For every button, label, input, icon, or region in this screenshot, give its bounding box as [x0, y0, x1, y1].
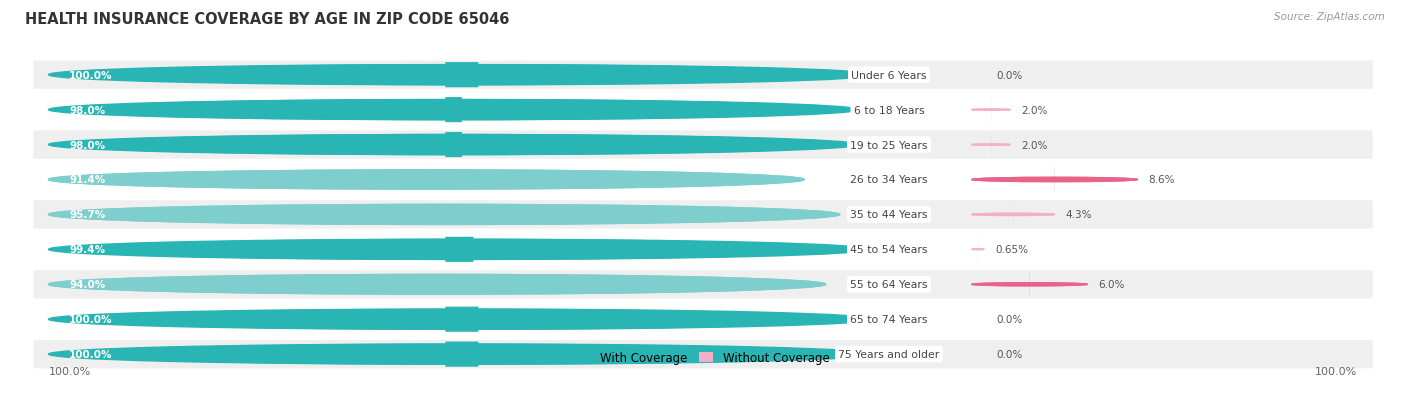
Circle shape — [76, 240, 870, 260]
Legend: With Coverage, Without Coverage: With Coverage, Without Coverage — [572, 347, 834, 369]
Circle shape — [49, 344, 842, 364]
Text: 6.0%: 6.0% — [1098, 280, 1125, 290]
Circle shape — [972, 110, 1011, 111]
FancyBboxPatch shape — [34, 96, 1372, 124]
Text: 98.0%: 98.0% — [69, 140, 105, 150]
Text: 100.0%: 100.0% — [69, 314, 112, 325]
Circle shape — [49, 100, 842, 120]
Text: Under 6 Years: Under 6 Years — [851, 71, 927, 81]
Circle shape — [49, 240, 842, 260]
Circle shape — [82, 66, 876, 85]
Circle shape — [972, 283, 1087, 286]
Text: 0.65%: 0.65% — [995, 245, 1028, 255]
Circle shape — [48, 275, 825, 294]
FancyBboxPatch shape — [446, 63, 478, 88]
Circle shape — [972, 178, 1137, 182]
Text: 6 to 18 Years: 6 to 18 Years — [853, 105, 924, 115]
Circle shape — [48, 205, 839, 225]
FancyBboxPatch shape — [34, 166, 1372, 194]
Text: 95.7%: 95.7% — [69, 210, 105, 220]
Circle shape — [49, 171, 804, 190]
Circle shape — [48, 275, 825, 294]
Text: 98.0%: 98.0% — [69, 105, 105, 115]
Text: 8.6%: 8.6% — [1149, 175, 1175, 185]
Text: 2.0%: 2.0% — [1021, 140, 1047, 150]
Circle shape — [972, 214, 1054, 216]
FancyBboxPatch shape — [446, 133, 463, 158]
Circle shape — [972, 283, 1087, 286]
Text: 100.0%: 100.0% — [69, 349, 112, 359]
Circle shape — [972, 145, 1011, 146]
Text: 45 to 54 Years: 45 to 54 Years — [851, 245, 928, 255]
Text: 94.0%: 94.0% — [69, 280, 105, 290]
Text: 2.0%: 2.0% — [1021, 105, 1047, 115]
Circle shape — [65, 135, 859, 155]
Text: 99.4%: 99.4% — [69, 245, 105, 255]
FancyBboxPatch shape — [34, 305, 1372, 334]
Circle shape — [48, 205, 839, 225]
FancyBboxPatch shape — [446, 237, 474, 262]
FancyBboxPatch shape — [446, 307, 478, 332]
Circle shape — [972, 145, 1011, 146]
Text: HEALTH INSURANCE COVERAGE BY AGE IN ZIP CODE 65046: HEALTH INSURANCE COVERAGE BY AGE IN ZIP … — [25, 12, 510, 27]
Text: 26 to 34 Years: 26 to 34 Years — [851, 175, 928, 185]
Circle shape — [972, 110, 1011, 111]
Circle shape — [65, 100, 859, 120]
FancyBboxPatch shape — [34, 271, 1372, 299]
Text: 0.0%: 0.0% — [997, 314, 1022, 325]
Text: 35 to 44 Years: 35 to 44 Years — [851, 210, 928, 220]
Text: 91.4%: 91.4% — [69, 175, 105, 185]
Circle shape — [972, 178, 1137, 182]
Text: 100.0%: 100.0% — [69, 71, 112, 81]
Text: 100.0%: 100.0% — [1315, 366, 1358, 376]
Circle shape — [82, 344, 876, 364]
Text: 19 to 25 Years: 19 to 25 Years — [851, 140, 928, 150]
Circle shape — [49, 309, 842, 330]
Text: 75 Years and older: 75 Years and older — [838, 349, 939, 359]
Text: 65 to 74 Years: 65 to 74 Years — [851, 314, 928, 325]
Circle shape — [972, 214, 1054, 216]
Text: 100.0%: 100.0% — [48, 366, 91, 376]
FancyBboxPatch shape — [34, 235, 1372, 264]
Text: 0.0%: 0.0% — [997, 71, 1022, 81]
FancyBboxPatch shape — [446, 98, 463, 123]
Text: 4.3%: 4.3% — [1066, 210, 1092, 220]
Circle shape — [82, 309, 876, 330]
Text: 55 to 64 Years: 55 to 64 Years — [851, 280, 928, 290]
Circle shape — [49, 135, 842, 155]
FancyBboxPatch shape — [34, 201, 1372, 229]
FancyBboxPatch shape — [34, 131, 1372, 159]
Text: 0.0%: 0.0% — [997, 349, 1022, 359]
FancyBboxPatch shape — [34, 340, 1372, 368]
FancyBboxPatch shape — [34, 62, 1372, 90]
FancyBboxPatch shape — [446, 342, 478, 367]
Circle shape — [49, 66, 842, 85]
Text: Source: ZipAtlas.com: Source: ZipAtlas.com — [1274, 12, 1385, 22]
Circle shape — [49, 171, 804, 190]
